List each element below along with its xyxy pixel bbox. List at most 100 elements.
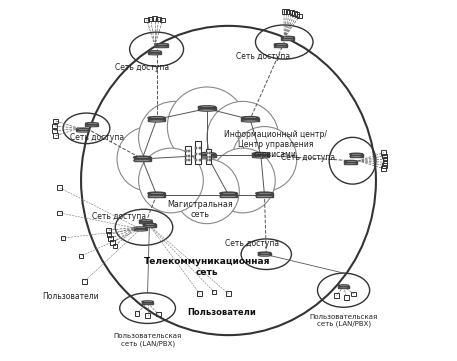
Ellipse shape [85, 123, 98, 125]
Bar [344, 161, 357, 164]
Bar [199, 159, 201, 161]
Ellipse shape [133, 156, 151, 158]
Text: Сеть доступа: Сеть доступа [281, 153, 335, 162]
Ellipse shape [241, 120, 259, 122]
Bar [149, 52, 161, 54]
Bar [382, 151, 386, 155]
Bar [382, 163, 387, 168]
Bar [209, 152, 211, 154]
Bar [258, 253, 271, 256]
Ellipse shape [198, 109, 216, 111]
Ellipse shape [134, 227, 147, 229]
Ellipse shape [350, 156, 363, 157]
Ellipse shape [148, 120, 165, 122]
Ellipse shape [85, 125, 98, 127]
Bar [334, 293, 339, 298]
Bar [207, 152, 208, 154]
Bar [338, 286, 349, 288]
Bar [195, 141, 201, 164]
Bar [153, 16, 157, 21]
Circle shape [138, 101, 211, 173]
Ellipse shape [142, 301, 154, 303]
Circle shape [207, 101, 279, 173]
Bar [274, 44, 287, 47]
Ellipse shape [143, 226, 156, 227]
Bar [188, 155, 190, 157]
Ellipse shape [274, 46, 287, 48]
Bar [292, 11, 297, 16]
Bar [290, 10, 294, 15]
Ellipse shape [155, 44, 169, 45]
Text: Пользователи: Пользователи [187, 308, 256, 317]
Bar [198, 154, 216, 157]
Bar [287, 10, 292, 14]
Circle shape [117, 127, 182, 191]
Ellipse shape [252, 153, 270, 155]
Bar [383, 157, 387, 161]
Bar [148, 193, 165, 196]
Bar [382, 153, 387, 158]
Bar [61, 236, 65, 240]
Text: Сеть доступа: Сеть доступа [115, 63, 169, 72]
Bar [52, 123, 57, 128]
Bar [197, 291, 202, 296]
Bar [156, 17, 161, 21]
Bar [106, 228, 111, 232]
Bar [108, 236, 113, 241]
Ellipse shape [256, 192, 273, 194]
Bar [76, 129, 89, 131]
Ellipse shape [256, 195, 273, 198]
Ellipse shape [252, 156, 270, 158]
Ellipse shape [148, 195, 165, 198]
Bar [226, 291, 231, 296]
Bar [160, 18, 165, 22]
Ellipse shape [282, 39, 294, 40]
Ellipse shape [133, 160, 151, 162]
Bar [134, 228, 147, 230]
Bar [155, 44, 169, 47]
Bar [351, 292, 356, 296]
Text: Пользователи: Пользователи [42, 292, 99, 301]
Bar [207, 156, 208, 158]
Bar [195, 147, 197, 149]
Text: Пользовательская
сеть (LAN/PBX): Пользовательская сеть (LAN/PBX) [113, 333, 182, 347]
Circle shape [232, 127, 297, 191]
Bar [256, 193, 273, 196]
Ellipse shape [350, 153, 363, 155]
Ellipse shape [148, 117, 165, 119]
Bar [383, 160, 387, 165]
Ellipse shape [134, 230, 147, 231]
Text: Сеть доступа: Сеть доступа [70, 133, 124, 142]
Bar [186, 159, 187, 161]
Bar [382, 166, 386, 171]
Bar [188, 159, 190, 161]
Bar [106, 232, 112, 237]
Bar [188, 150, 190, 152]
Bar [149, 17, 153, 21]
Bar [206, 149, 211, 164]
Ellipse shape [148, 192, 165, 194]
Bar [79, 254, 83, 258]
Ellipse shape [338, 287, 349, 288]
Bar [139, 221, 152, 223]
Bar [82, 279, 87, 283]
Bar [209, 159, 211, 161]
Bar [209, 156, 211, 158]
Text: Магистральная
сеть: Магистральная сеть [167, 200, 233, 219]
Ellipse shape [149, 53, 161, 55]
Bar [207, 159, 208, 161]
Ellipse shape [220, 195, 237, 198]
Bar [133, 157, 151, 161]
Ellipse shape [258, 255, 271, 256]
Ellipse shape [76, 128, 89, 130]
Bar [241, 118, 259, 121]
Bar [148, 118, 165, 121]
Bar [135, 312, 139, 316]
Bar [344, 295, 349, 300]
Bar [144, 18, 149, 22]
Text: Телекоммуникационная
сеть: Телекоммуникационная сеть [143, 257, 270, 277]
Bar [145, 313, 150, 318]
Bar [112, 244, 117, 248]
Ellipse shape [198, 106, 216, 108]
Bar [350, 154, 363, 157]
